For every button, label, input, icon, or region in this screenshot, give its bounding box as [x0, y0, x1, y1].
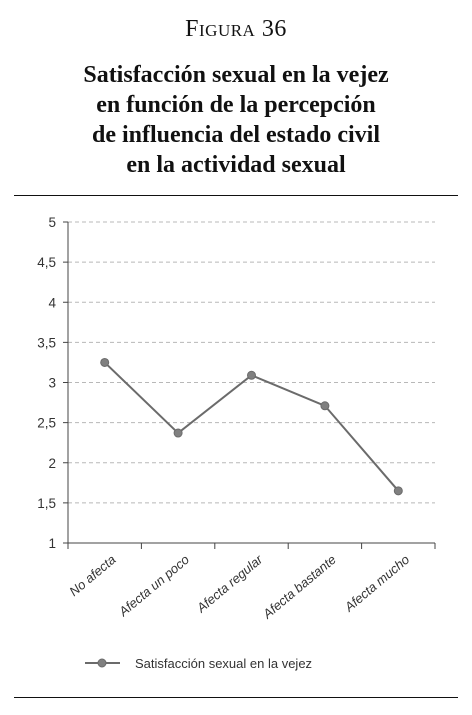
data-point: [393, 486, 403, 496]
x-category-label: Afecta mucho: [341, 552, 412, 615]
legend-label: Satisfacción sexual en la vejez: [135, 656, 312, 671]
figure-title: Satisfacción sexual en la vejez en funci…: [20, 60, 452, 180]
data-point: [247, 370, 256, 380]
x-category-label: Afecta bastante: [259, 552, 339, 622]
legend-marker: [97, 658, 107, 668]
data-point: [173, 428, 183, 438]
title-line-1: Satisfacción sexual en la vejez: [83, 62, 389, 88]
y-tick-label: 3: [48, 376, 56, 391]
y-tick-label: 4: [48, 295, 56, 310]
title-line-3: de influencia del estado civil: [92, 122, 380, 148]
x-category-label: Afecta un poco: [115, 552, 192, 620]
bottom-rule: [14, 697, 458, 698]
y-tick-label: 5: [48, 215, 56, 230]
y-tick-label: 4,5: [37, 255, 56, 270]
y-tick-label: 3,5: [37, 335, 56, 350]
y-tick-label: 2: [48, 456, 56, 471]
series-line: [104, 361, 400, 492]
title-line-2: en función de la percepción: [96, 92, 376, 118]
x-category-label: No afecta: [66, 552, 118, 599]
title-line-4: en la actividad sexual: [126, 152, 346, 178]
figure-label: Figura 36: [185, 16, 287, 42]
y-tick-label: 2,5: [37, 416, 56, 431]
top-rule: [14, 195, 458, 196]
y-tick-label: 1,5: [37, 496, 56, 511]
data-point: [100, 357, 110, 367]
x-category-label: Afecta regular: [193, 551, 266, 616]
y-tick-label: 1: [48, 536, 56, 551]
data-point: [320, 401, 330, 411]
